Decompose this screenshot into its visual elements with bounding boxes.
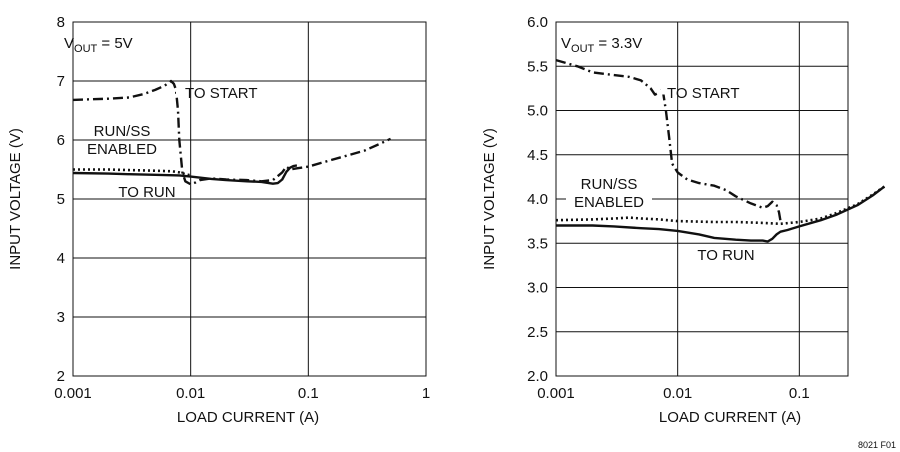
chart-vout-3-3v: 2.02.53.03.54.04.55.05.56.00.001 0.01 0.1 … [481, 14, 886, 426]
annotation-label: TO RUN [697, 247, 754, 264]
annotations: TO START RUN/SS ENABLED TO RUN [566, 85, 766, 264]
figure-code: 8021 F01 [858, 440, 896, 450]
annotation-line: TO START [185, 85, 258, 102]
series-line-solid [556, 185, 886, 243]
chart-vout-5v: 2 3 4 5 6 7 8 0.001 0.01 0.1 1 TO START RUN/SS ENABL… [7, 14, 430, 426]
x-tick-label: 0.1 [789, 385, 810, 402]
grid [72, 21, 427, 377]
y-tick-label: 4.5 [527, 147, 548, 164]
x-tick-label: 0.01 [176, 385, 205, 402]
annotation-line: TO RUN [118, 184, 175, 201]
annotation-line: TO RUN [697, 247, 754, 264]
annotation-label: RUN/SS ENABLED [87, 123, 157, 158]
curves [555, 58, 886, 243]
x-tick-label: 1 [422, 385, 430, 402]
y-tick-label: 2.5 [527, 324, 548, 341]
y-axis-label: INPUT VOLTAGE (V) [7, 128, 24, 270]
x-tick-label: 0.1 [298, 385, 319, 402]
y-tick-label: 4 [57, 250, 65, 267]
y-tick-label: 3.5 [527, 235, 548, 252]
y-tick-label: 6.0 [527, 14, 548, 31]
annotation-line: RUN/SS [581, 176, 638, 193]
y-tick-label: 3 [57, 309, 65, 326]
annotation-label: RUN/SS ENABLED [574, 176, 644, 211]
condition-subscript: OUT [571, 43, 595, 55]
annotation-label: TO START [667, 85, 740, 102]
y-tick-label: 2.0 [527, 368, 548, 385]
y-axis-label: INPUT VOLTAGE (V) [481, 128, 498, 270]
condition-symbol: V [561, 35, 571, 52]
y-tick-label: 5.5 [527, 58, 548, 75]
x-tick-label: 0.01 [663, 385, 692, 402]
condition-symbol: V [64, 35, 74, 52]
x-axis-label: LOAD CURRENT (A) [659, 409, 801, 426]
annotation-label: TO START [185, 85, 258, 102]
y-tick-label: 3.0 [527, 280, 548, 297]
series-line-dashdot [555, 58, 782, 222]
y-tick-label: 7 [57, 73, 65, 90]
annotation-label: TO RUN [118, 184, 175, 201]
annotation-line: ENABLED [574, 194, 644, 211]
series-line-dashdot [72, 79, 392, 186]
tick-labels: 2 3 4 5 6 7 8 0.001 0.01 0.1 1 [54, 14, 430, 402]
condition-label: VOUT = 5V [64, 35, 133, 55]
annotations: TO START RUN/SS ENABLED TO RUN [76, 85, 258, 201]
y-tick-label: 2 [57, 368, 65, 385]
tick-labels: 2.0 2.5 3.0 3.5 4.0 4.5 5.0 5.5 6.0 0.001 0.01 0.1 [527, 14, 810, 402]
y-tick-label: 5.0 [527, 103, 548, 120]
annotation-line: RUN/SS [94, 123, 151, 140]
series-line-solid [72, 164, 298, 185]
x-tick-label: 0.001 [54, 385, 92, 402]
condition-subscript: OUT [74, 43, 98, 55]
annotation-line: ENABLED [87, 141, 157, 158]
curves [72, 79, 392, 186]
condition-value: = 5V [97, 35, 132, 52]
y-tick-label: 5 [57, 191, 65, 208]
condition-label: VOUT = 3.3V [561, 35, 642, 55]
condition-value: = 3.3V [594, 35, 642, 52]
grid [555, 21, 849, 377]
annotation-line: TO START [667, 85, 740, 102]
y-tick-label: 6 [57, 132, 65, 149]
series-line-dotted [73, 168, 191, 177]
x-tick-label: 0.001 [537, 385, 575, 402]
y-tick-label: 8 [57, 14, 65, 31]
x-axis-label: LOAD CURRENT (A) [177, 409, 319, 426]
y-tick-label: 4.0 [527, 191, 548, 208]
